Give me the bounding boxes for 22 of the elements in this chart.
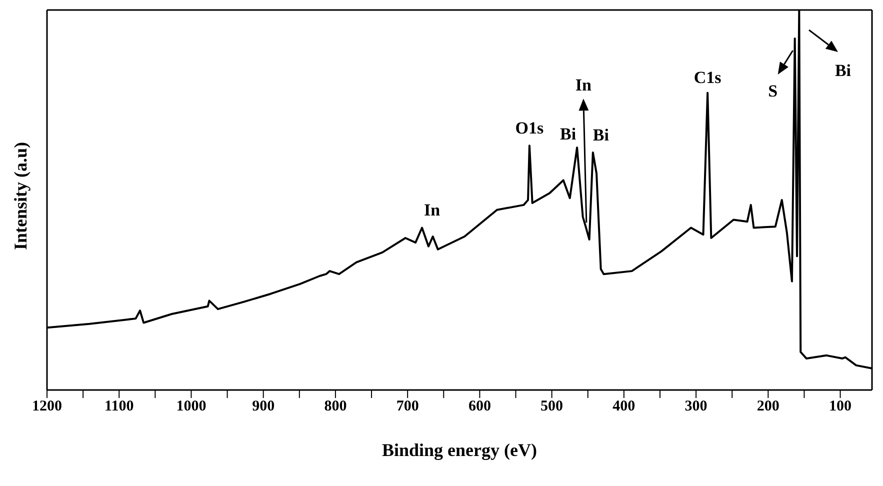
x-tick-label: 1100 [104,398,134,415]
x-axis-title: Binding energy (eV) [382,440,537,460]
x-tick-label: 700 [396,398,419,415]
x-tick-label: 200 [756,398,780,415]
x-tick-label: 100 [829,398,852,415]
x-tick-label: 400 [612,398,636,415]
x-tick-label: 600 [468,398,491,415]
annotation: In [424,200,441,220]
annotation: Bi [592,126,610,144]
annotation: C1s [694,68,722,87]
annotation: In [575,76,592,95]
x-tick-label: 1000 [176,398,206,415]
x-tick-label: 1200 [32,398,62,415]
annotation: S [768,82,778,100]
x-tick-label: 800 [324,398,347,415]
annotation: Bi [560,124,576,144]
annotation: O1s [515,118,544,138]
x-tick-label: 300 [684,398,708,415]
x-tick-label: 500 [540,398,564,415]
y-axis-title: Intensity (a.u) [10,142,30,250]
x-tick-label: 900 [252,398,275,415]
annotation: Bi [834,61,852,80]
